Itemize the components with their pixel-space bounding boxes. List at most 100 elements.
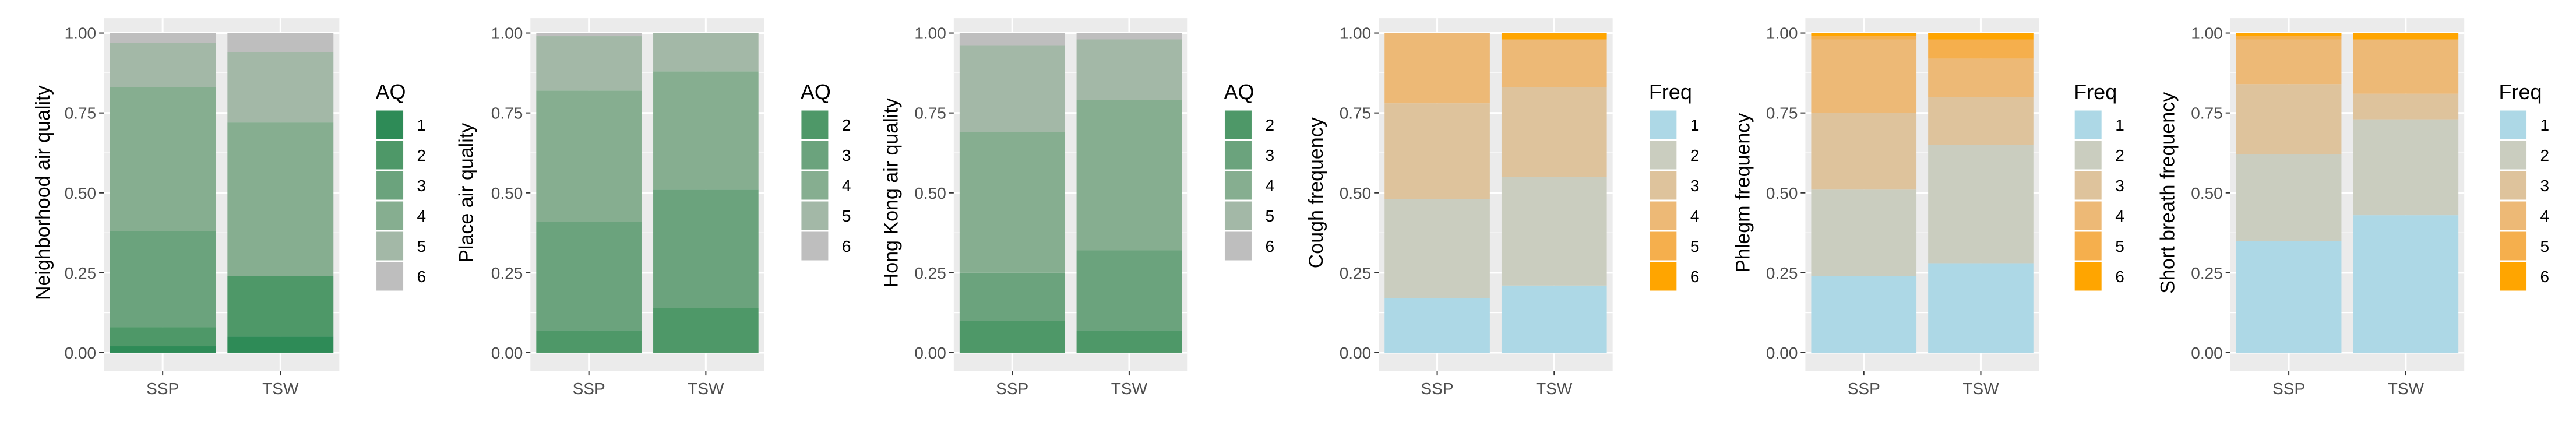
legend-key-2 — [375, 139, 406, 171]
legend-key-5 — [2498, 230, 2529, 262]
legend-key-6 — [375, 260, 406, 293]
legend-title: AQ — [376, 80, 406, 104]
legend-key-5 — [799, 199, 830, 232]
legend-key-4 — [2073, 199, 2103, 232]
x-tick-label: TSW — [1962, 380, 1999, 398]
legend-label: 5 — [2115, 237, 2124, 255]
legend-key-6 — [2498, 260, 2529, 293]
legend-label: 6 — [417, 268, 427, 286]
legend-label: 4 — [2115, 207, 2124, 225]
legend-key-3 — [1222, 139, 1253, 171]
legend-key-5 — [2073, 230, 2103, 262]
bar-ssp-3 — [2236, 84, 2342, 154]
bar-tsw-2 — [1501, 177, 1607, 286]
bar-ssp-2 — [1811, 189, 1917, 276]
y-tick-label: 0.75 — [914, 104, 946, 122]
legend-label: 2 — [842, 116, 851, 134]
legend-key-4 — [375, 199, 406, 232]
bar-tsw-6 — [227, 33, 334, 52]
legend: Freq 1 2 3 4 5 6 — [2073, 80, 2124, 293]
x-tick-label: SSP — [1848, 380, 1880, 398]
bar-ssp-4 — [1384, 33, 1490, 104]
y-tick-label: 1.00 — [2191, 24, 2223, 43]
legend: Freq 1 2 3 4 5 6 — [1648, 80, 1700, 293]
legend-key-4 — [1648, 199, 1679, 232]
y-tick-label: 1.00 — [914, 24, 946, 43]
x-tick-label: SSP — [2272, 380, 2305, 398]
x-tick-label: SSP — [996, 380, 1028, 398]
bar-tsw-1 — [1501, 285, 1607, 353]
x-tick-label: SSP — [573, 380, 605, 398]
legend-title: Freq — [2499, 80, 2542, 104]
bar-ssp-6 — [959, 33, 1065, 46]
legend-key-5 — [1222, 199, 1253, 232]
legend-key-6 — [1222, 230, 1253, 262]
bar-ssp-6 — [1811, 33, 1917, 37]
bar-ssp-5 — [959, 45, 1065, 132]
y-tick-label: 0.25 — [65, 264, 97, 282]
bar-tsw-4 — [1076, 100, 1182, 251]
legend-label: 3 — [1265, 146, 1274, 164]
legend-label: 5 — [2540, 237, 2550, 255]
bar-ssp-1 — [1384, 298, 1490, 353]
legend-key-6 — [799, 230, 830, 262]
bar-tsw-2 — [227, 276, 334, 337]
legend-key-4 — [2498, 199, 2529, 232]
bar-tsw-3 — [1928, 97, 2034, 145]
legend-label: 2 — [2540, 146, 2550, 164]
chart-4: 0.00 0.25 0.50 0.75 1.00 SSP TSW Cough frequenc… — [1305, 18, 1699, 398]
bar-ssp-4 — [110, 87, 216, 231]
legend-key-4 — [799, 169, 830, 202]
legend-label: 1 — [2540, 116, 2550, 134]
x-tick-label: TSW — [2388, 380, 2425, 398]
bar-ssp-2 — [2236, 154, 2342, 241]
legend-label: 2 — [1690, 146, 1700, 164]
bar-ssp-3 — [536, 222, 642, 331]
legend-key-3 — [799, 139, 830, 171]
legend-label: 3 — [842, 146, 851, 164]
legend-key-6 — [2073, 260, 2103, 293]
bar-tsw-5 — [1928, 39, 2034, 59]
legend-label: 4 — [1690, 207, 1700, 225]
legend-label: 5 — [1265, 207, 1274, 225]
bar-tsw-4 — [2353, 39, 2459, 94]
bar-tsw-1 — [2353, 215, 2459, 353]
y-tick-label: 0.50 — [491, 184, 523, 202]
y-tick-label: 0.50 — [65, 184, 97, 202]
y-tick-label: 0.00 — [1766, 344, 1798, 362]
x-tick-label: TSW — [1536, 380, 1573, 398]
y-axis-title: Short breath frequency — [2157, 92, 2179, 294]
chart-2: 0.00 0.25 0.50 0.75 1.00 SSP TSW Place air qual… — [455, 18, 851, 398]
legend-label: 3 — [1690, 177, 1700, 195]
legend-title: Freq — [2074, 80, 2117, 104]
legend-label: 4 — [842, 177, 851, 195]
bar-ssp-1 — [110, 346, 216, 353]
y-tick-label: 1.00 — [491, 24, 523, 43]
x-tick-label: SSP — [146, 380, 179, 398]
legend-label: 3 — [2540, 177, 2550, 195]
legend-label: 2 — [1265, 116, 1274, 134]
bar-ssp-4 — [1811, 39, 1917, 113]
bar-ssp-2 — [536, 330, 642, 353]
bar-tsw-3 — [1501, 87, 1607, 177]
bar-ssp-2 — [1384, 199, 1490, 298]
legend-key-5 — [1648, 230, 1679, 262]
bar-ssp-4 — [2236, 39, 2342, 85]
legend-key-3 — [375, 169, 406, 202]
y-tick-label: 0.00 — [491, 344, 523, 362]
y-tick-label: 0.25 — [914, 264, 946, 282]
y-axis-title: Place air quality — [455, 123, 477, 263]
legend-label: 2 — [417, 146, 427, 164]
bar-ssp-3 — [1811, 113, 1917, 190]
bar-ssp-5 — [536, 36, 642, 91]
legend-key-3 — [1648, 169, 1679, 202]
chart-6: 0.00 0.25 0.50 0.75 1.00 SSP TSW Short breath f… — [2157, 18, 2549, 398]
bar-ssp-1 — [2236, 241, 2342, 353]
bar-tsw-3 — [2353, 93, 2459, 120]
bar-ssp-3 — [110, 231, 216, 328]
bar-tsw-4 — [653, 71, 759, 190]
legend-label: 6 — [842, 237, 851, 255]
legend-key-2 — [2073, 139, 2103, 171]
y-tick-label: 0.50 — [2191, 184, 2223, 202]
bar-ssp-6 — [536, 33, 642, 37]
